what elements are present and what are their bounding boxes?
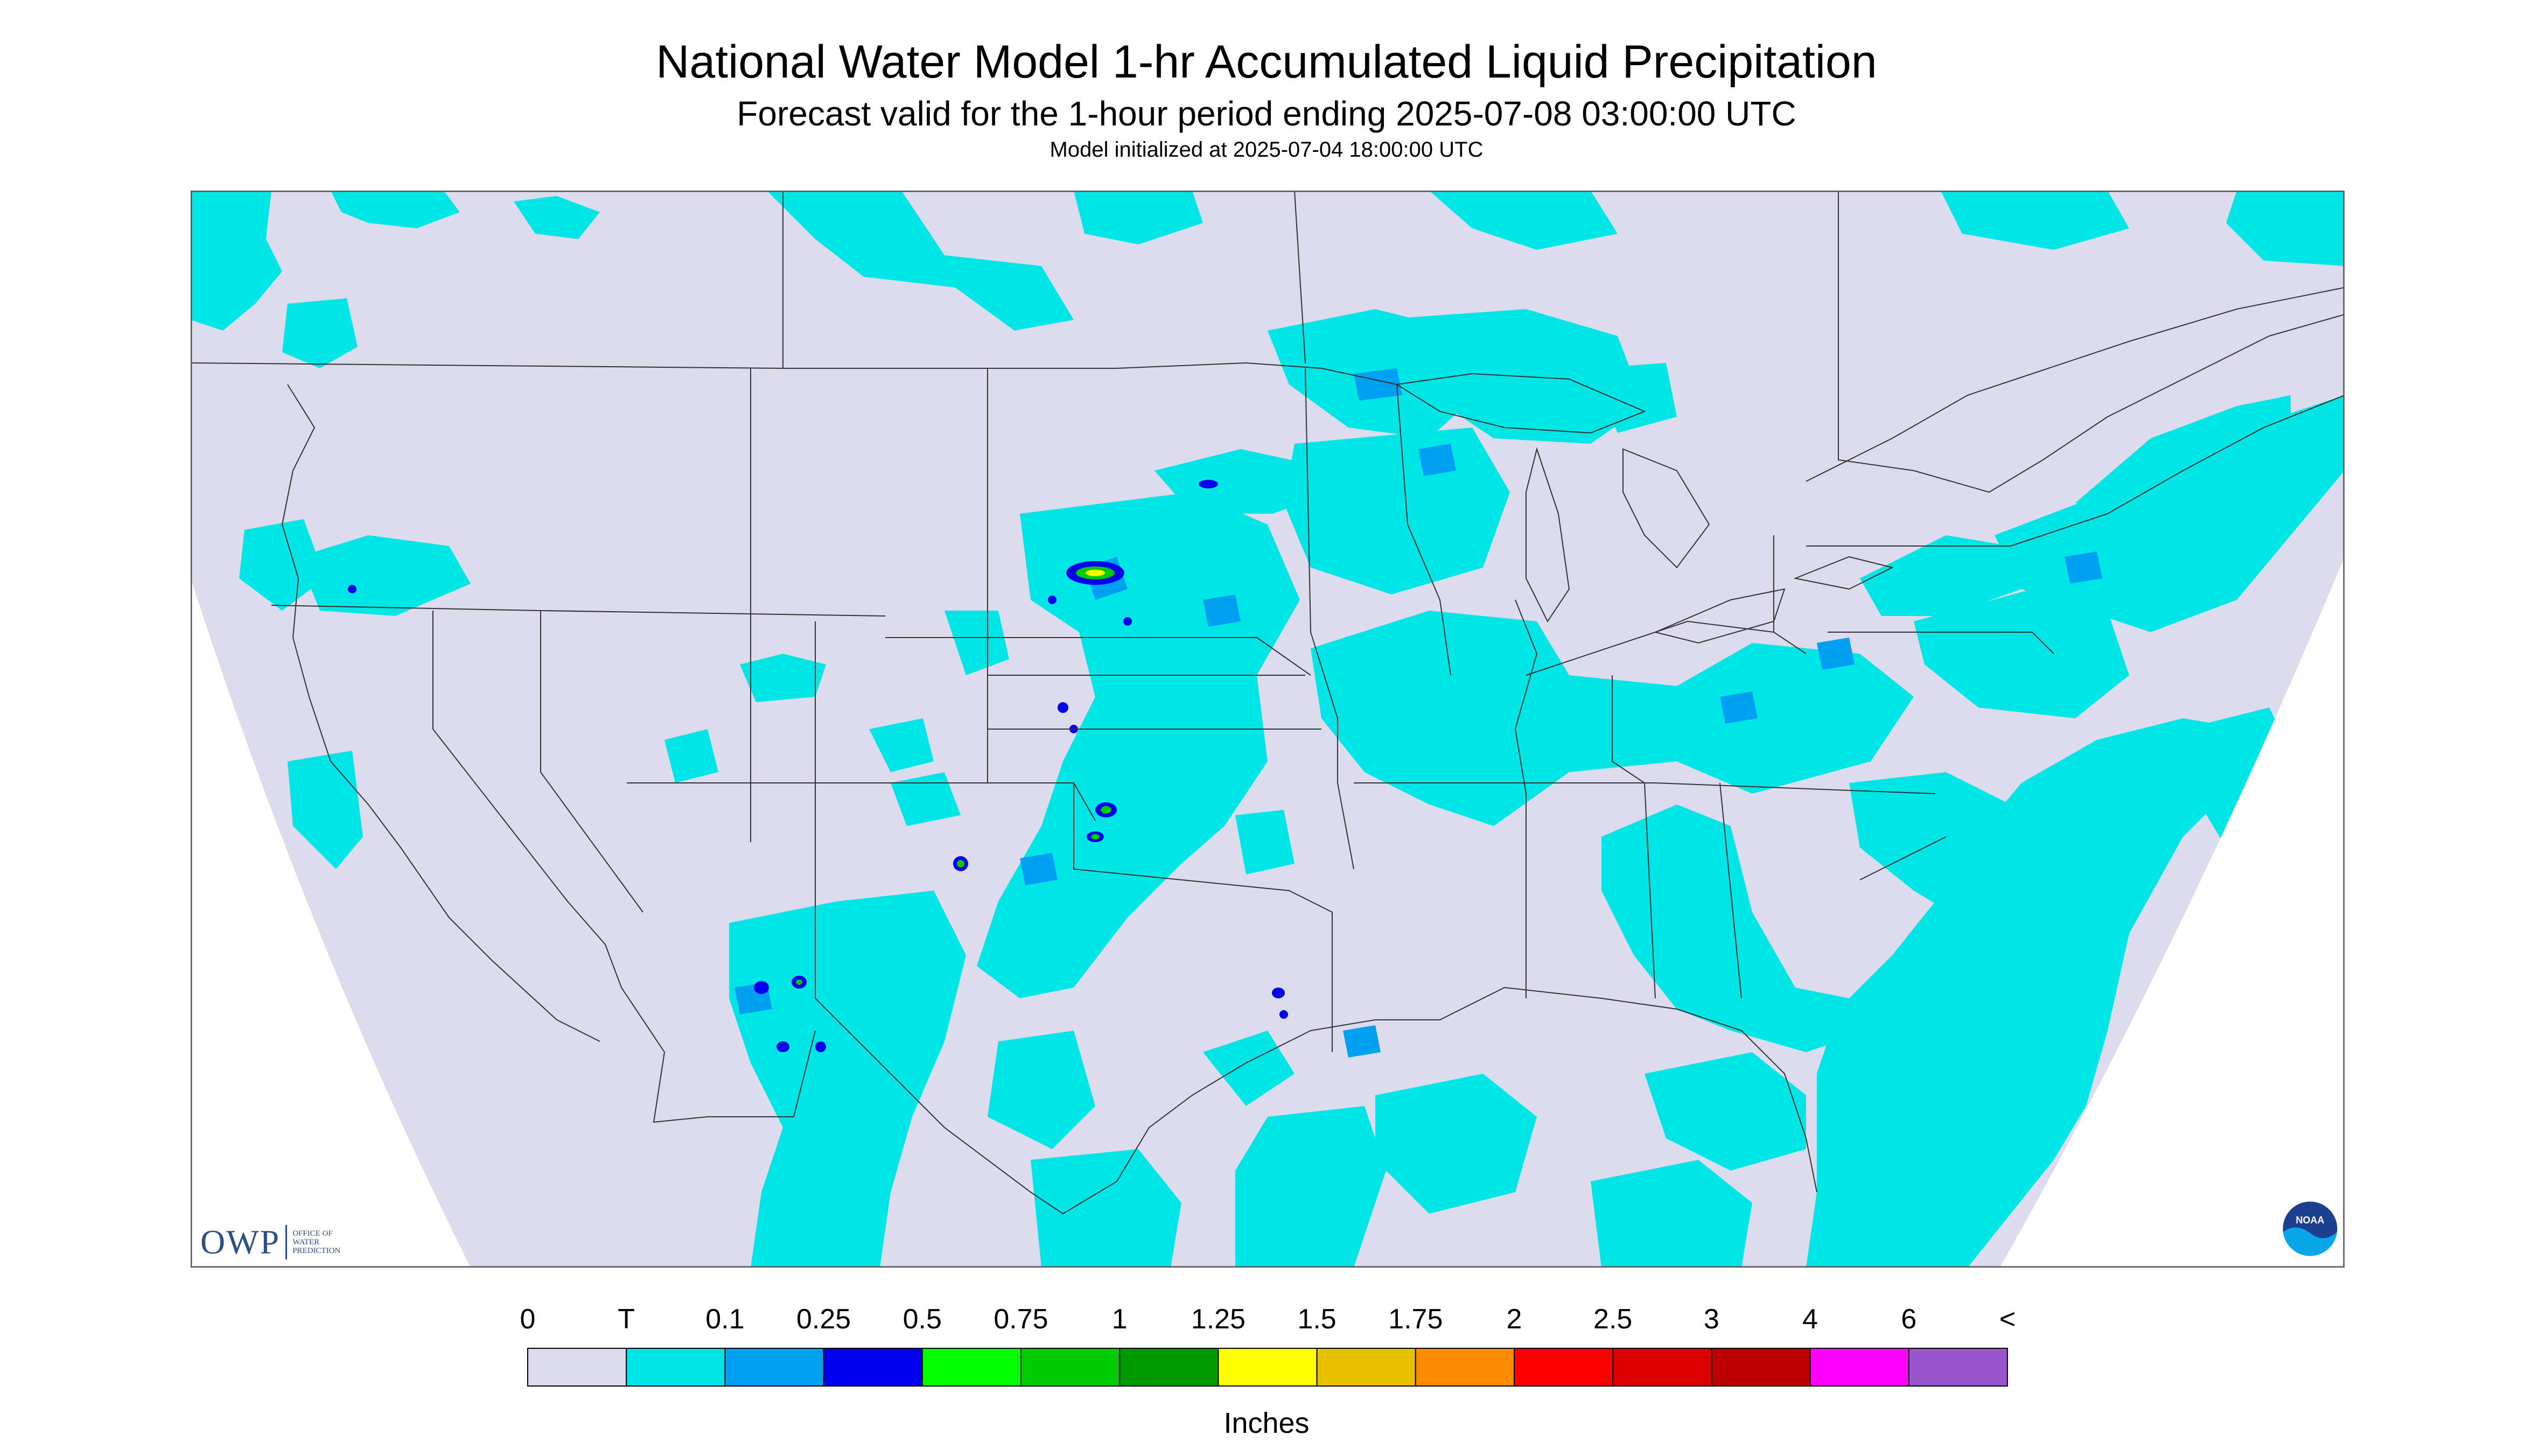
legend-swatch <box>1514 1348 1614 1387</box>
legend-tick-label: 1.25 <box>1191 1304 1245 1335</box>
map-subtitle: Forecast valid for the 1-hour period end… <box>737 94 1796 133</box>
legend-swatch <box>626 1348 726 1387</box>
legend-swatch <box>1809 1348 1909 1387</box>
legend-tick-label: 0 <box>520 1304 536 1335</box>
legend-swatch <box>1316 1348 1416 1387</box>
legend-tick-label: 3 <box>1703 1304 1719 1335</box>
legend-tick-label: 2 <box>1506 1304 1522 1335</box>
legend-swatch <box>724 1348 824 1387</box>
legend-swatch <box>823 1348 923 1387</box>
legend-tick-label: 6 <box>1901 1304 1917 1335</box>
domain-mask-left <box>191 578 471 1268</box>
legend-swatch <box>1217 1348 1318 1387</box>
domain-mask-right <box>2000 557 2345 1268</box>
legend-swatch <box>527 1348 627 1387</box>
legend-tick-label: 1.75 <box>1388 1304 1443 1335</box>
legend-tick-label: 4 <box>1802 1304 1818 1335</box>
legend-swatch <box>1020 1348 1121 1387</box>
owp-logo: OWP OFFICE OF WATER PREDICTION <box>200 1222 340 1262</box>
legend-swatch <box>921 1348 1022 1387</box>
legend-tick-label: 1 <box>1111 1304 1128 1335</box>
legend-units-label: Inches <box>1223 1407 1310 1439</box>
political-boundaries <box>191 191 2345 1214</box>
precip-heavy-cores <box>348 480 1288 1052</box>
legend-tick-label: 0.25 <box>796 1304 851 1335</box>
legend-tick-label: 1.5 <box>1297 1304 1337 1335</box>
legend-swatch <box>1711 1348 1811 1387</box>
great-lakes <box>1395 373 1894 644</box>
owp-logo-text: OWP <box>200 1223 281 1261</box>
model-init-line: Model initialized at 2025-07-04 18:00:00… <box>1049 138 1484 162</box>
precipitation-map <box>191 191 2345 1268</box>
map-frame <box>191 191 2345 1268</box>
legend-swatch <box>1119 1348 1219 1387</box>
legend-swatch <box>1908 1348 2009 1387</box>
legend-swatch <box>1415 1348 1515 1387</box>
legend-tick-label: 2.5 <box>1593 1304 1633 1335</box>
legend-swatch <box>1612 1348 1712 1387</box>
legend-tick-label: 0.75 <box>993 1304 1048 1335</box>
legend-tick-label: T <box>618 1304 635 1335</box>
noaa-logo: NOAA <box>2281 1200 2339 1258</box>
legend-tick-label: 0.5 <box>902 1304 942 1335</box>
owp-logo-subtext: OFFICE OF WATER PREDICTION <box>292 1229 341 1255</box>
legend-tick-label: < <box>1999 1304 2016 1335</box>
legend-tick-label: 0.1 <box>705 1304 745 1335</box>
map-title: National Water Model 1-hr Accumulated Li… <box>656 36 1877 88</box>
svg-text:NOAA: NOAA <box>2296 1215 2325 1226</box>
owp-logo-divider <box>285 1225 288 1259</box>
